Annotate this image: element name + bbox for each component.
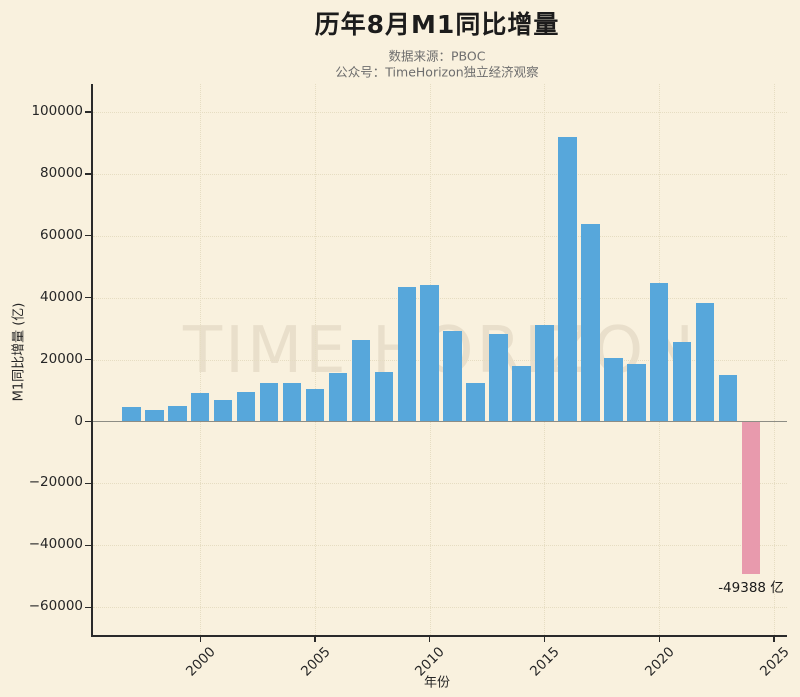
- horizontal-gridline: [93, 111, 787, 113]
- y-tick-mark: [85, 482, 92, 485]
- x-tick-label: 2020: [641, 644, 678, 680]
- x-tick-label: 2000: [182, 644, 219, 680]
- horizontal-gridline: [93, 359, 787, 361]
- bar-2002: [236, 391, 256, 422]
- y-axis-label: M1同比增量 (亿): [11, 302, 27, 402]
- vertical-gridline: [314, 84, 316, 635]
- x-tick-mark: [543, 636, 546, 643]
- y-tick-label: 60000: [40, 226, 83, 243]
- bar-2004: [282, 382, 302, 422]
- bar-2005: [305, 389, 325, 422]
- x-tick-mark: [199, 636, 201, 643]
- y-tick-label: −20000: [28, 474, 83, 491]
- x-tick-mark: [773, 636, 775, 643]
- horizontal-gridline: [93, 545, 787, 547]
- y-tick-label: 40000: [40, 288, 83, 305]
- bar-2019: [627, 364, 646, 422]
- bar-2003: [259, 383, 279, 422]
- bar-2017: [581, 224, 600, 422]
- horizontal-gridline: [93, 173, 787, 175]
- bar-2021: [672, 341, 692, 422]
- x-tick-mark: [314, 636, 316, 643]
- bar-2000: [190, 392, 210, 422]
- y-tick-label: 20000: [40, 350, 83, 367]
- bar-2010: [420, 285, 439, 422]
- x-tick-mark: [429, 636, 431, 643]
- bar-2006: [328, 373, 348, 422]
- x-tick-label: 2005: [297, 644, 334, 680]
- horizontal-gridline: [93, 297, 787, 299]
- bar-2008: [374, 371, 394, 422]
- y-tick-mark: [85, 420, 92, 423]
- bar-2007: [351, 340, 371, 422]
- y-tick-label: 80000: [40, 164, 83, 181]
- y-tick-mark: [85, 111, 92, 113]
- horizontal-gridline: [93, 483, 787, 485]
- bar-2009: [397, 286, 416, 422]
- bar-1998: [145, 410, 164, 422]
- y-tick-mark: [85, 544, 92, 546]
- chart-subtitle-channel: 公众号：TimeHorizon独立经济观察: [335, 64, 539, 80]
- negative-bar-value-label: -49388 亿: [718, 580, 784, 597]
- y-tick-label: 0: [74, 412, 83, 429]
- bar-2015: [535, 325, 554, 422]
- x-tick-label: 2025: [756, 644, 793, 680]
- bar-2013: [489, 333, 508, 422]
- vertical-gridline: [200, 84, 202, 635]
- bar-2023: [718, 375, 738, 422]
- y-tick-mark: [85, 606, 92, 608]
- y-tick-mark: [85, 235, 92, 237]
- y-tick-label: −60000: [28, 598, 83, 615]
- vertical-gridline: [773, 84, 775, 635]
- bar-2022: [695, 303, 715, 422]
- chart-subtitle-source: 数据来源：PBOC: [388, 48, 486, 64]
- bar-1999: [168, 405, 187, 422]
- chart-title: 历年8月M1同比增量: [314, 10, 560, 39]
- bar-2016: [558, 137, 577, 422]
- zero-baseline: [93, 420, 787, 423]
- y-tick-label: 100000: [31, 102, 83, 119]
- bar-1997: [122, 406, 141, 422]
- x-tick-label: 2015: [527, 644, 563, 680]
- bar-2014: [512, 366, 531, 422]
- y-tick-label: −40000: [28, 536, 83, 553]
- y-tick-mark: [85, 358, 92, 361]
- y-tick-mark: [85, 173, 92, 175]
- bar-2018: [604, 357, 623, 422]
- x-tick-mark: [658, 636, 660, 643]
- bar-2011: [443, 331, 462, 422]
- x-axis-label: 年份: [423, 675, 451, 691]
- y-axis-spine: [91, 84, 93, 637]
- x-axis-spine: [91, 635, 787, 637]
- horizontal-gridline: [93, 607, 787, 609]
- bar-2012: [466, 382, 485, 422]
- bar-2024: [741, 421, 761, 575]
- bar-2020: [649, 282, 669, 422]
- horizontal-gridline: [93, 235, 787, 237]
- y-tick-mark: [85, 296, 92, 299]
- bar-2001: [213, 399, 233, 422]
